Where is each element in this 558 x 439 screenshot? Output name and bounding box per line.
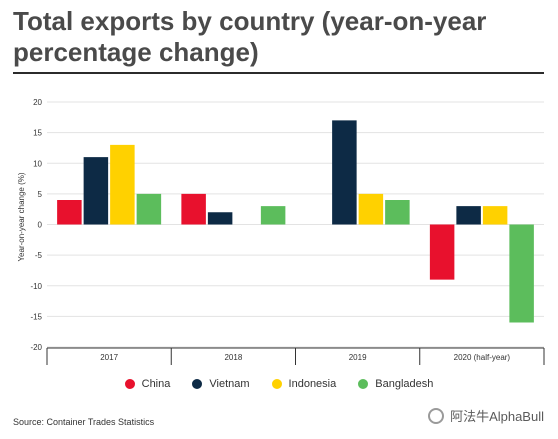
title-divider bbox=[13, 72, 544, 74]
wechat-logo-icon bbox=[428, 407, 445, 424]
y-tick-label: 5 bbox=[38, 190, 43, 199]
y-tick-label: 10 bbox=[33, 159, 42, 168]
watermark: 阿法牛AlphaBull bbox=[428, 406, 544, 425]
legend-swatch-indonesia bbox=[271, 379, 282, 389]
bars bbox=[57, 120, 534, 323]
x-category-label: 2020 (half-year) bbox=[454, 353, 511, 362]
bar-vietnam-3 bbox=[456, 206, 481, 225]
bar-bangladesh-3 bbox=[509, 224, 534, 323]
x-axis: 2017 2018 2019 2020 (half-year) bbox=[46, 347, 545, 365]
legend-swatch-china bbox=[124, 379, 135, 389]
legend-label-indonesia: Indonesia bbox=[288, 378, 337, 390]
bar-bangladesh-0 bbox=[136, 193, 162, 225]
y-tick-label: 20 bbox=[33, 98, 42, 107]
bar-vietnam-2 bbox=[332, 120, 357, 225]
legend-label-china: China bbox=[141, 378, 171, 390]
source-note: Source: Container Trades Statistics bbox=[13, 417, 155, 427]
bar-indonesia-0 bbox=[110, 144, 135, 225]
chart-title: Total exports by country (year-on-year p… bbox=[13, 6, 487, 67]
legend-item-china: China bbox=[124, 378, 171, 390]
bar-china-0 bbox=[57, 200, 82, 225]
bar-vietnam-0 bbox=[83, 157, 109, 225]
legend-item-bangladesh: Bangladesh bbox=[358, 378, 433, 390]
y-tick-label: 15 bbox=[33, 129, 42, 138]
legend-item-vietnam: Vietnam bbox=[192, 378, 250, 390]
y-tick-label: -15 bbox=[30, 312, 42, 321]
x-category-label: 2019 bbox=[349, 353, 367, 362]
bar-chart: 20 15 10 5 0 -5 -10 -15 -20 2017 2018 2019 2020 (ha… bbox=[17, 98, 545, 365]
y-tick-label: -20 bbox=[30, 343, 42, 352]
y-axis-label: Year-on-year change (%) bbox=[17, 172, 26, 261]
bar-bangladesh-1 bbox=[260, 206, 286, 225]
y-axis-ticks: 20 15 10 5 0 -5 -10 -15 -20 bbox=[30, 98, 42, 352]
watermark-text: 阿法牛AlphaBull bbox=[450, 409, 544, 424]
y-tick-label: 0 bbox=[38, 221, 43, 230]
bar-bangladesh-2 bbox=[385, 200, 410, 225]
y-tick-label: -10 bbox=[30, 282, 42, 291]
legend-swatch-bangladesh bbox=[358, 379, 369, 389]
legend-label-bangladesh: Bangladesh bbox=[375, 378, 434, 390]
x-category-label: 2017 bbox=[100, 353, 118, 362]
x-category-label: 2018 bbox=[224, 353, 242, 362]
bar-china-3 bbox=[429, 224, 455, 280]
legend-label-vietnam: Vietnam bbox=[209, 378, 250, 390]
y-tick-label: -5 bbox=[35, 251, 43, 260]
bar-vietnam-1 bbox=[207, 212, 233, 225]
bar-indonesia-2 bbox=[358, 193, 384, 225]
bar-china-1 bbox=[181, 193, 206, 225]
legend-swatch-vietnam bbox=[192, 379, 203, 389]
legend: China Vietnam Indonesia Bangladesh bbox=[0, 378, 558, 390]
legend-item-indonesia: Indonesia bbox=[271, 378, 337, 390]
bar-indonesia-3 bbox=[482, 206, 508, 225]
